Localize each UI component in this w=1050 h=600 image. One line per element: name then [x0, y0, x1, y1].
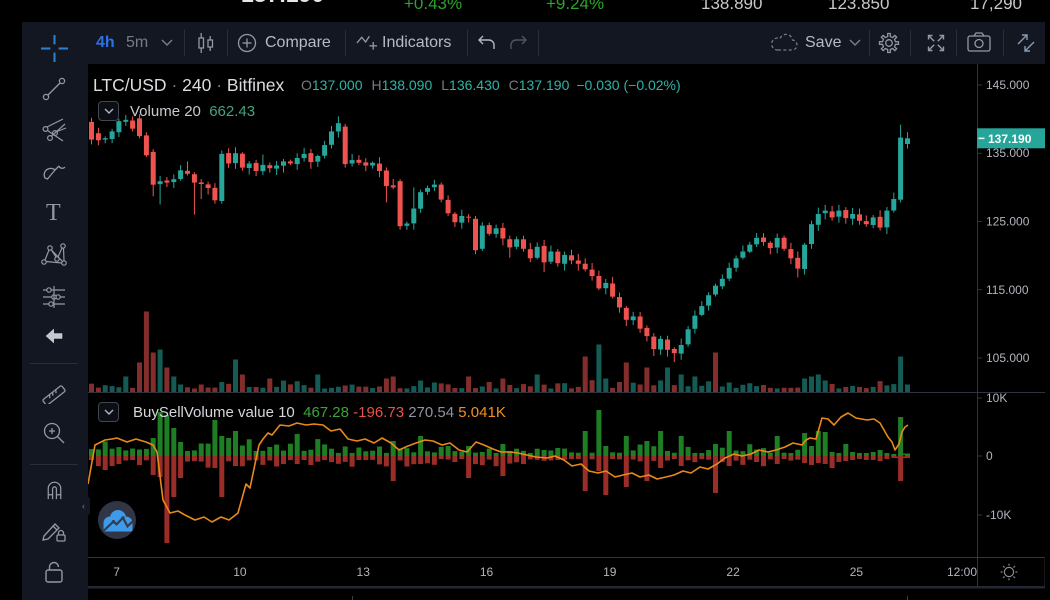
- svg-text:135.000: 135.000: [986, 146, 1030, 160]
- svg-text:22: 22: [726, 565, 740, 579]
- svg-text:19: 19: [603, 565, 617, 579]
- svg-text:10K: 10K: [986, 391, 1007, 405]
- svg-text:25: 25: [850, 565, 864, 579]
- svg-text:115.000: 115.000: [986, 283, 1029, 297]
- svg-text:10: 10: [233, 565, 247, 579]
- svg-text:0: 0: [986, 449, 993, 463]
- svg-text:16: 16: [480, 565, 494, 579]
- svg-text:137.190: 137.190: [988, 132, 1032, 146]
- svg-text:125.000: 125.000: [986, 215, 1030, 229]
- svg-text:-10K: -10K: [986, 508, 1011, 522]
- svg-text:105.000: 105.000: [986, 351, 1030, 365]
- svg-text:12:00: 12:00: [947, 565, 977, 579]
- svg-text:145.000: 145.000: [986, 78, 1030, 92]
- svg-text:7: 7: [113, 565, 120, 579]
- svg-text:13: 13: [357, 565, 371, 579]
